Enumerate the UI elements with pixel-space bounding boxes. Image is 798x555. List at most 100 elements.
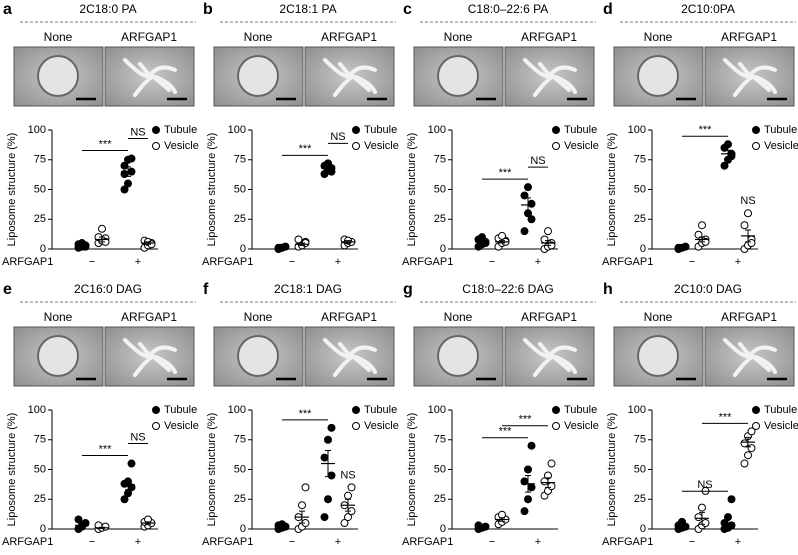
- error-bar: [99, 236, 105, 243]
- y-tick-label: 0: [640, 523, 646, 535]
- data-point: [544, 227, 552, 236]
- y-tick-label: 100: [228, 124, 246, 136]
- y-axis-label: Liposome structure (%): [606, 133, 618, 247]
- error-bar: [99, 526, 105, 529]
- data-point: [547, 459, 556, 468]
- legend-label: Tubule: [164, 404, 197, 416]
- x-axis-label: ARFGAP1: [2, 256, 53, 268]
- error-bar: [545, 477, 551, 488]
- error-bar: [345, 498, 351, 512]
- error-bar: [479, 526, 485, 529]
- error-bar: [279, 524, 285, 529]
- error-bar: [145, 521, 151, 525]
- error-bar: [145, 241, 151, 245]
- data-point: [747, 427, 756, 436]
- data-point: [681, 242, 690, 251]
- image-label: ARFGAP1: [721, 310, 777, 324]
- data-point: [327, 423, 336, 432]
- data-point: [498, 231, 506, 240]
- x-axis-label: ARFGAP1: [202, 536, 253, 548]
- y-tick-label: 50: [434, 183, 446, 195]
- data-point: [124, 179, 132, 188]
- y-tick-label: 100: [628, 404, 646, 416]
- x-axis-label: ARFGAP1: [602, 536, 653, 548]
- liposome: [637, 55, 679, 97]
- data-point: [101, 522, 110, 531]
- y-tick-label: 0: [440, 523, 446, 535]
- significance-label: ***: [519, 414, 533, 426]
- y-tick-label: 0: [40, 523, 46, 535]
- micrograph: [104, 46, 195, 107]
- legend-label: Vesicle: [764, 420, 798, 432]
- panel-title: C18:0–22:6 PA: [468, 2, 549, 16]
- x-tick-label: −: [289, 256, 295, 268]
- legend-marker: [152, 126, 160, 134]
- significance-label: ***: [499, 167, 513, 179]
- x-axis-label: ARFGAP1: [2, 536, 53, 548]
- significance-label: ***: [299, 143, 313, 155]
- data-point: [481, 522, 490, 531]
- panel-title: 2C18:1 DAG: [274, 282, 342, 296]
- significance-label: NS: [530, 155, 545, 167]
- data-point: [678, 517, 686, 526]
- y-axis-label: Liposome structure (%): [206, 413, 218, 527]
- x-tick-label: −: [689, 256, 695, 268]
- legend-label: Tubule: [164, 124, 197, 136]
- panel-letter: a: [3, 1, 12, 18]
- y-tick-label: 25: [434, 213, 446, 225]
- image-label: ARFGAP1: [121, 30, 177, 44]
- y-tick-label: 25: [234, 493, 246, 505]
- error-bar: [525, 474, 531, 493]
- y-tick-label: 50: [634, 183, 646, 195]
- panel-letter: e: [3, 281, 12, 298]
- y-tick-label: 25: [234, 213, 246, 225]
- legend-marker: [752, 142, 760, 150]
- liposome: [637, 335, 679, 377]
- legend-marker: [752, 422, 760, 430]
- y-tick-label: 75: [434, 154, 446, 166]
- data-point: [524, 183, 532, 192]
- data-point: [727, 495, 736, 504]
- legend-label: Vesicle: [364, 420, 399, 432]
- legend-marker: [552, 142, 560, 150]
- panel-title: 2C10:0 DAG: [674, 282, 742, 296]
- data-point: [740, 459, 749, 468]
- data-point: [701, 519, 710, 528]
- data-point: [327, 167, 336, 176]
- image-label: None: [444, 30, 473, 44]
- error-bar: [679, 524, 685, 529]
- significance-label: ***: [699, 124, 713, 136]
- legend-marker: [552, 422, 560, 430]
- data-point: [324, 495, 332, 504]
- x-tick-label: +: [335, 256, 341, 268]
- panel-letter: c: [403, 1, 412, 18]
- image-label: None: [44, 30, 73, 44]
- data-point: [301, 483, 310, 492]
- data-point: [324, 159, 332, 168]
- y-tick-label: 100: [228, 404, 246, 416]
- liposome: [437, 55, 479, 97]
- y-tick-label: 50: [34, 183, 46, 195]
- y-tick-label: 25: [34, 493, 46, 505]
- data-point: [344, 491, 352, 500]
- data-point: [694, 230, 703, 239]
- data-point: [120, 495, 129, 504]
- y-tick-label: 100: [428, 124, 446, 136]
- y-tick-label: 100: [428, 404, 446, 416]
- x-tick-label: +: [135, 256, 141, 268]
- legend-marker: [352, 142, 360, 150]
- legend-marker: [352, 422, 360, 430]
- liposome: [37, 55, 79, 97]
- y-tick-label: 100: [28, 404, 46, 416]
- data-point: [324, 435, 332, 444]
- error-bar: [745, 436, 751, 448]
- y-tick-label: 0: [440, 243, 446, 255]
- data-point: [740, 439, 749, 448]
- data-point: [744, 451, 752, 460]
- x-tick-label: +: [135, 536, 141, 548]
- image-label: None: [444, 310, 473, 324]
- y-tick-label: 25: [634, 493, 646, 505]
- x-axis-label: ARFGAP1: [602, 256, 653, 268]
- legend-marker: [752, 406, 760, 414]
- tubules: [323, 338, 377, 377]
